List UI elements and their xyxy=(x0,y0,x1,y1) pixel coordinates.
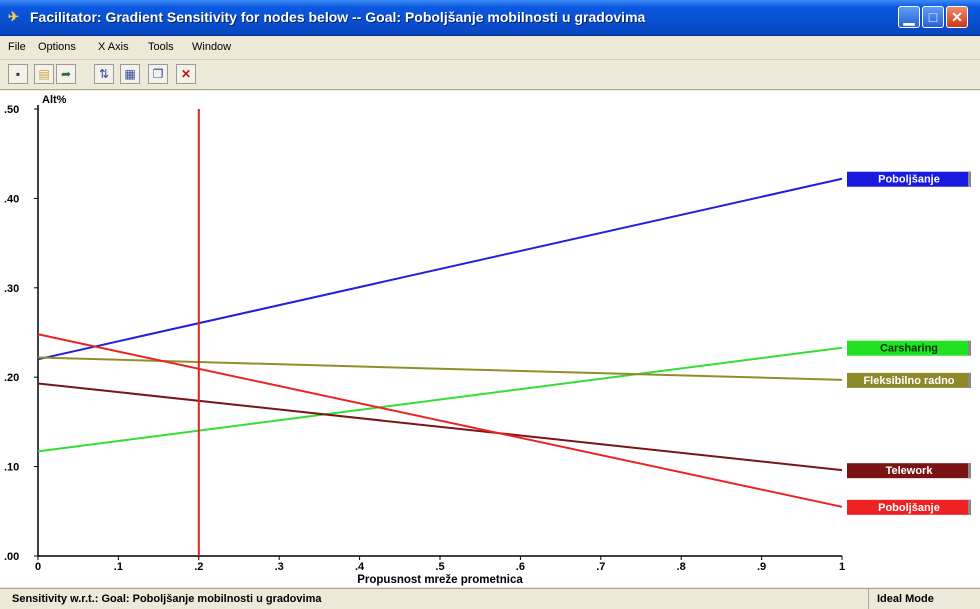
x-tick-label: .5 xyxy=(435,561,444,573)
legend-label-group: Poboljšanje xyxy=(847,171,971,187)
x-tick-label: .8 xyxy=(677,561,686,573)
toolbar: ▪ ▤ ➦ ⇅ ▦ ❐ ✕ xyxy=(0,60,980,90)
y-tick-label: .50 xyxy=(4,104,19,116)
status-text: Sensitivity w.r.t.: Goal: Poboljšanje mo… xyxy=(12,593,322,605)
sensitivity-chart[interactable]: Alt% .00 .10 .20 .30 .40 .50 0 .1 .2 .3 .4 .5 .6 .7 .8.… xyxy=(0,91,980,587)
series-line xyxy=(37,177,843,361)
menu-options[interactable]: Options xyxy=(38,41,76,53)
series-line xyxy=(37,333,843,508)
x-axis-label: Propusnost mreže prometnica xyxy=(357,574,523,586)
legend-label: Telework xyxy=(886,465,934,477)
legend-label-edge xyxy=(968,372,971,388)
legend-label-edge xyxy=(968,171,971,187)
legend-label-box xyxy=(847,171,971,187)
menu-tools[interactable]: Tools xyxy=(148,41,174,53)
menu-bar: File Options X Axis Tools Window xyxy=(0,36,980,60)
status-mode: Ideal Mode xyxy=(868,589,980,609)
title-bar[interactable]: ✈ Facilitator: Gradient Sensitivity for … xyxy=(0,0,980,36)
y-axis-label: Alt% xyxy=(42,94,67,106)
x-tick-label: .3 xyxy=(275,561,284,573)
x-tick-label: .4 xyxy=(355,561,365,573)
minimize-button[interactable]: ▁ xyxy=(898,6,920,28)
menu-x-axis[interactable]: X Axis xyxy=(98,41,129,53)
x-tick-label: .9 xyxy=(757,561,766,573)
y-tick-label: .10 xyxy=(4,462,19,474)
legend-label-group: Poboljšanje xyxy=(847,499,971,515)
print-icon[interactable]: ▪ xyxy=(8,64,28,84)
series-line xyxy=(37,382,843,472)
y-tick-label: .20 xyxy=(4,372,19,384)
series-line xyxy=(37,356,843,381)
legend-label-edge xyxy=(968,463,971,479)
legend-label: Fleksibilno radno xyxy=(863,375,954,387)
x-tick-label: .2 xyxy=(194,561,203,573)
y-tick-label: .00 xyxy=(4,551,19,563)
legend-label-edge xyxy=(968,499,971,515)
x-tick-label: .7 xyxy=(596,561,605,573)
window-title: Facilitator: Gradient Sensitivity for no… xyxy=(30,9,646,25)
x-tick-label: 1 xyxy=(839,561,845,573)
legend-label: Poboljšanje xyxy=(878,174,940,186)
legend-label-group: Fleksibilno radno xyxy=(847,372,971,388)
app-icon: ✈ xyxy=(8,9,19,24)
chart-panel: Alt% .00 .10 .20 .30 .40 .50 0 .1 .2 .3 .4 .5 .6 .7 .8.… xyxy=(0,91,980,587)
close-button[interactable]: ✕ xyxy=(946,6,968,28)
legend-label-box xyxy=(847,463,971,479)
series-line xyxy=(37,346,843,453)
legend-label-box xyxy=(847,372,971,388)
legend-label-group: Telework xyxy=(847,463,971,479)
legend-label-edge xyxy=(968,340,971,356)
maximize-button[interactable]: □ xyxy=(922,6,944,28)
legend-label-group: Carsharing xyxy=(847,340,971,356)
legend-label: Poboljšanje xyxy=(878,502,940,514)
x-tick-label: .1 xyxy=(114,561,123,573)
y-tick-label: .30 xyxy=(4,283,19,295)
legend-label-box xyxy=(847,499,971,515)
close-red-icon[interactable]: ✕ xyxy=(176,64,196,84)
menu-file[interactable]: File xyxy=(8,41,26,53)
chart-marks: Poboljšanje Carsharing Fleksibilno radno Te… xyxy=(37,109,971,556)
y-tick-label: .40 xyxy=(4,193,19,205)
open-icon[interactable]: ▤ xyxy=(34,64,54,84)
legend-label: Carsharing xyxy=(880,343,938,355)
chart-axes: Alt% .00 .10 .20 .30 .40 .50 0 .1 .2 .3 .4 .5 .6 .7 .8.… xyxy=(4,94,845,586)
chart-icon[interactable]: ▦ xyxy=(120,64,140,84)
x-tick-label: 0 xyxy=(35,561,41,573)
legend-label-box xyxy=(847,340,971,356)
status-bar: Sensitivity w.r.t.: Goal: Poboljšanje mo… xyxy=(0,588,980,609)
menu-window[interactable]: Window xyxy=(192,41,232,53)
swap-axis-icon[interactable]: ⇅ xyxy=(94,64,114,84)
export-icon[interactable]: ➦ xyxy=(56,64,76,84)
x-tick-label: .6 xyxy=(516,561,525,573)
copy-icon[interactable]: ❐ xyxy=(148,64,168,84)
